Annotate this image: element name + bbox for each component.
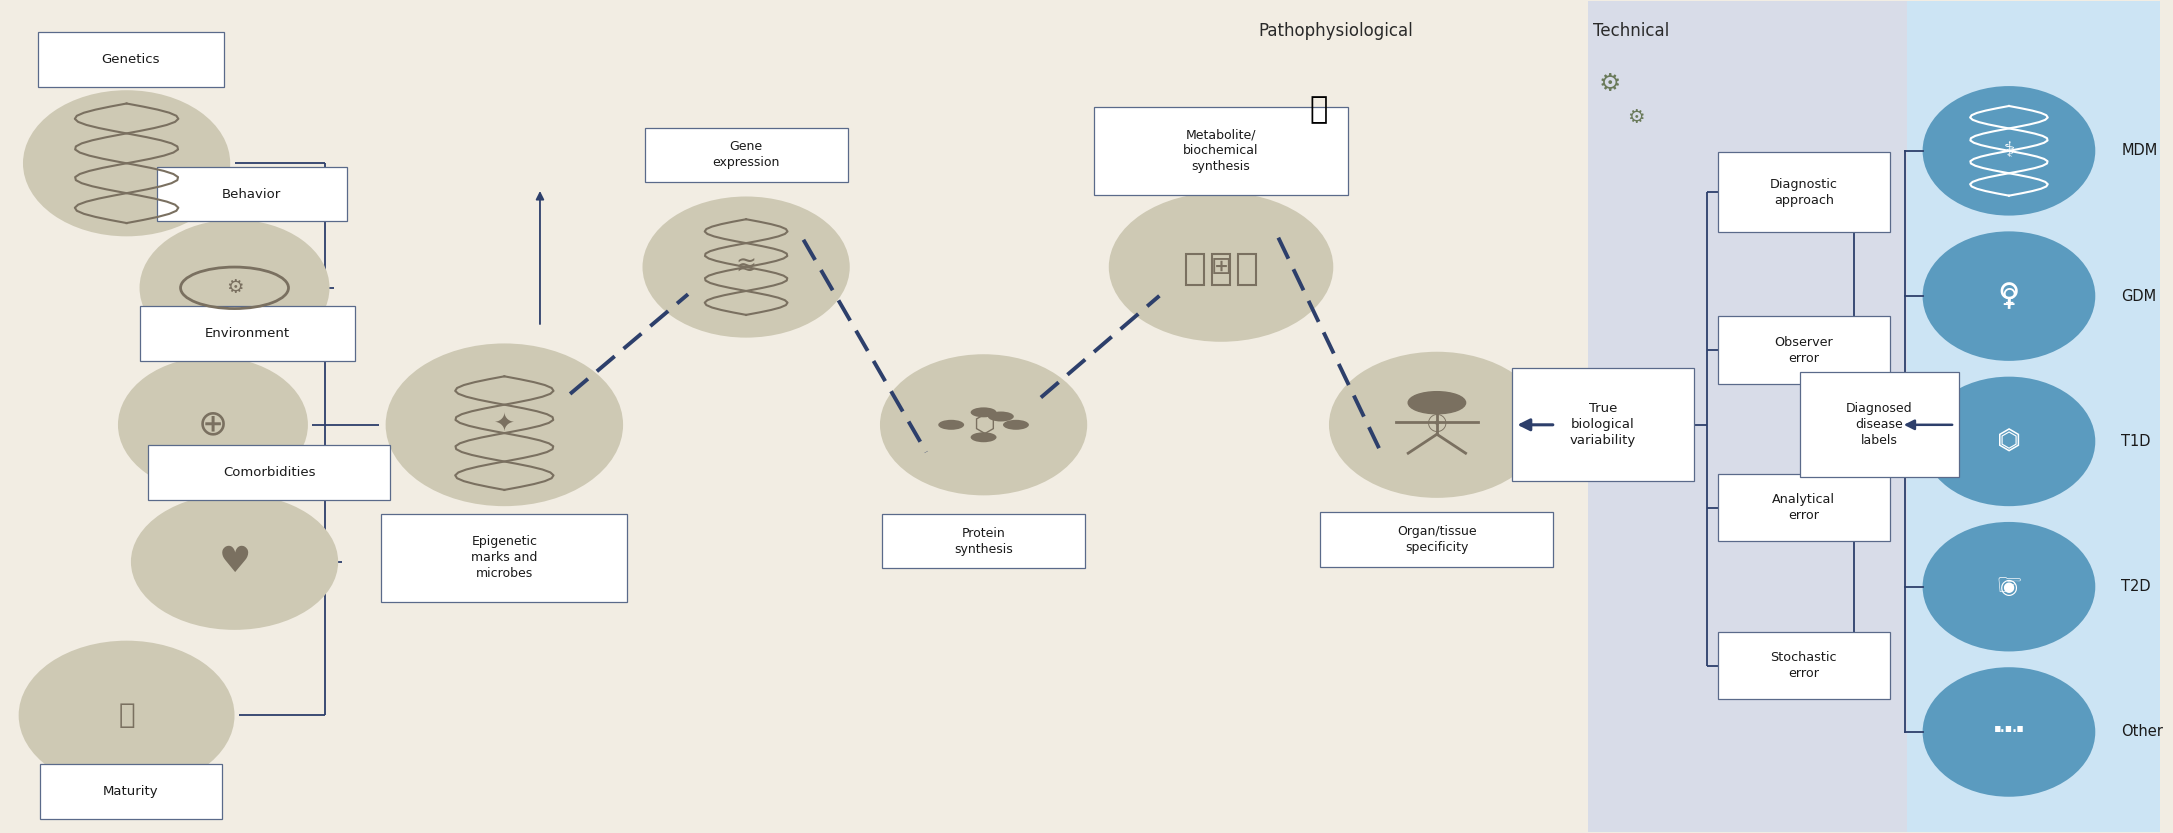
Circle shape bbox=[971, 407, 997, 417]
Bar bbox=[1908, 2, 2160, 831]
Text: Pathophysiological: Pathophysiological bbox=[1258, 22, 1412, 40]
Circle shape bbox=[1004, 420, 1028, 430]
Ellipse shape bbox=[880, 354, 1086, 496]
FancyBboxPatch shape bbox=[1093, 107, 1349, 195]
FancyBboxPatch shape bbox=[1717, 632, 1891, 699]
Ellipse shape bbox=[1923, 232, 2095, 361]
Text: Observer
error: Observer error bbox=[1775, 336, 1834, 365]
Ellipse shape bbox=[1923, 522, 2095, 651]
Text: 🔬: 🔬 bbox=[1308, 95, 1328, 124]
Text: T1D: T1D bbox=[2121, 434, 2151, 449]
Circle shape bbox=[939, 420, 965, 430]
Text: ⬡: ⬡ bbox=[1999, 431, 2019, 451]
Ellipse shape bbox=[1923, 86, 2095, 216]
Text: ♥: ♥ bbox=[217, 545, 250, 579]
Circle shape bbox=[1408, 392, 1465, 414]
Text: ♀: ♀ bbox=[1997, 282, 2021, 311]
Text: ···: ··· bbox=[1990, 717, 2027, 746]
Ellipse shape bbox=[24, 90, 230, 237]
Text: ⬡: ⬡ bbox=[1997, 427, 2021, 456]
Text: Gene
expression: Gene expression bbox=[713, 141, 780, 169]
Circle shape bbox=[989, 412, 1015, 421]
Ellipse shape bbox=[130, 494, 339, 630]
FancyBboxPatch shape bbox=[1799, 372, 1960, 477]
FancyBboxPatch shape bbox=[41, 765, 222, 819]
Text: True
biological
variability: True biological variability bbox=[1569, 402, 1636, 447]
Text: ♀: ♀ bbox=[2001, 286, 2017, 306]
Ellipse shape bbox=[1923, 377, 2095, 506]
FancyBboxPatch shape bbox=[645, 127, 847, 182]
FancyBboxPatch shape bbox=[156, 167, 348, 222]
Ellipse shape bbox=[1923, 667, 2095, 796]
Ellipse shape bbox=[643, 197, 850, 337]
Text: ⚕: ⚕ bbox=[2004, 141, 2014, 161]
Text: ≋: ≋ bbox=[737, 255, 756, 279]
Text: Diagnosed
disease
labels: Diagnosed disease labels bbox=[1847, 402, 1912, 447]
Text: ⊞: ⊞ bbox=[1210, 255, 1232, 279]
Text: ···: ··· bbox=[1999, 722, 2019, 742]
FancyBboxPatch shape bbox=[139, 306, 356, 361]
Text: ☉: ☉ bbox=[1425, 413, 1447, 436]
Text: Protein
synthesis: Protein synthesis bbox=[954, 526, 1013, 556]
Bar bbox=[1588, 2, 1908, 831]
Text: ⚙: ⚙ bbox=[226, 278, 243, 297]
Text: Diagnostic
approach: Diagnostic approach bbox=[1771, 177, 1838, 207]
FancyBboxPatch shape bbox=[380, 514, 628, 601]
Ellipse shape bbox=[139, 220, 330, 356]
Text: Genetics: Genetics bbox=[102, 53, 161, 66]
Text: ⚙: ⚙ bbox=[1628, 108, 1645, 127]
FancyBboxPatch shape bbox=[1717, 317, 1891, 384]
FancyBboxPatch shape bbox=[1512, 368, 1693, 481]
FancyBboxPatch shape bbox=[148, 445, 389, 500]
Text: ◉: ◉ bbox=[1999, 576, 2019, 596]
Text: Behavior: Behavior bbox=[222, 187, 282, 201]
Text: Maturity: Maturity bbox=[102, 786, 159, 798]
Text: ⚙: ⚙ bbox=[1599, 72, 1621, 97]
FancyBboxPatch shape bbox=[1717, 152, 1891, 232]
Text: 👪: 👪 bbox=[117, 701, 135, 730]
Text: Comorbidities: Comorbidities bbox=[224, 466, 315, 479]
Text: Metabolite/
biochemical
synthesis: Metabolite/ biochemical synthesis bbox=[1184, 128, 1258, 173]
Ellipse shape bbox=[20, 641, 235, 790]
FancyBboxPatch shape bbox=[1717, 474, 1891, 541]
Text: Stochastic
error: Stochastic error bbox=[1771, 651, 1836, 680]
FancyBboxPatch shape bbox=[1321, 512, 1554, 566]
Text: ✦: ✦ bbox=[493, 413, 515, 436]
Ellipse shape bbox=[385, 343, 624, 506]
Text: Environment: Environment bbox=[204, 327, 289, 340]
FancyBboxPatch shape bbox=[39, 32, 224, 87]
Text: Organ/tissue
specificity: Organ/tissue specificity bbox=[1397, 525, 1478, 554]
Text: T2D: T2D bbox=[2121, 579, 2151, 594]
Circle shape bbox=[971, 432, 997, 442]
Text: Epigenetic
marks and
microbes: Epigenetic marks and microbes bbox=[472, 535, 537, 580]
Ellipse shape bbox=[1330, 352, 1545, 498]
Text: Analytical
error: Analytical error bbox=[1773, 493, 1836, 522]
Text: ☞: ☞ bbox=[1995, 572, 2023, 601]
Text: GDM: GDM bbox=[2121, 288, 2156, 303]
Text: ⬡: ⬡ bbox=[974, 413, 995, 436]
Ellipse shape bbox=[117, 357, 309, 493]
FancyBboxPatch shape bbox=[882, 514, 1084, 568]
Text: MDM: MDM bbox=[2121, 143, 2158, 158]
Text: Other: Other bbox=[2121, 725, 2162, 740]
Text: Technical: Technical bbox=[1593, 22, 1669, 40]
Text: ⊕: ⊕ bbox=[198, 408, 228, 441]
Ellipse shape bbox=[1108, 192, 1334, 342]
